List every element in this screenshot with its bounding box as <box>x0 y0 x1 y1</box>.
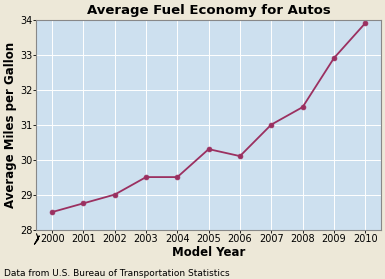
X-axis label: Model Year: Model Year <box>172 246 245 259</box>
Y-axis label: Average Miles per Gallon: Average Miles per Gallon <box>4 42 17 208</box>
Text: Data from U.S. Bureau of Transportation Statistics: Data from U.S. Bureau of Transportation … <box>4 269 229 278</box>
Title: Average Fuel Economy for Autos: Average Fuel Economy for Autos <box>87 4 331 17</box>
